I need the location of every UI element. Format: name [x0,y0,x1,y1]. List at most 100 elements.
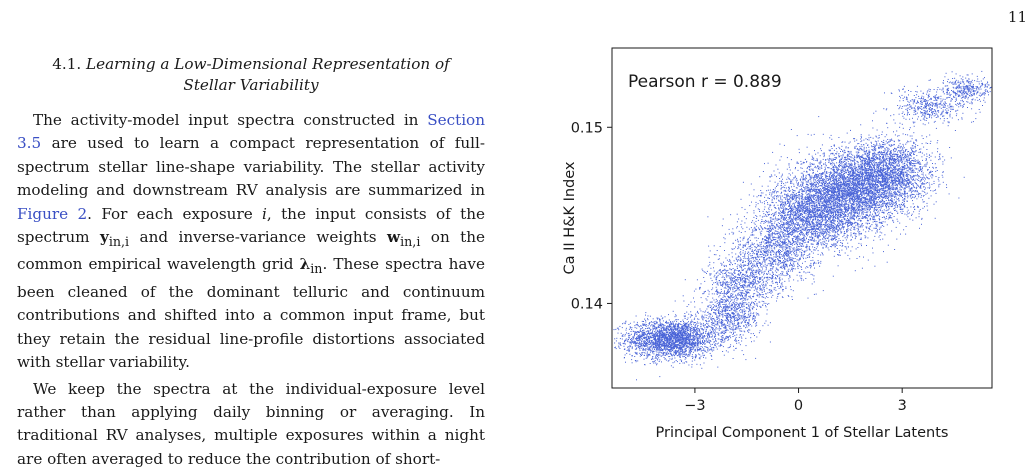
scatter-point [756,322,758,324]
scatter-point [733,329,735,331]
scatter-point [664,337,666,339]
scatter-point [727,319,729,321]
scatter-point [696,333,698,335]
scatter-point [793,251,795,252]
scatter-point [729,289,731,291]
scatter-point [783,255,785,256]
scatter-point [799,246,801,248]
scatter-point [761,230,763,232]
scatter-point [729,281,731,283]
scatter-point [723,306,725,308]
scatter-point [668,331,670,333]
scatter-point [670,354,672,355]
scatter-point [654,338,656,340]
scatter-point [717,324,719,326]
scatter-point [708,245,710,247]
scatter-point [696,339,698,341]
scatter-point [739,240,741,242]
scatter-point [727,320,729,322]
scatter-point [738,325,740,327]
scatter-point [809,209,811,211]
scatter-point [733,313,735,315]
scatter-point [752,286,754,288]
scatter-point [714,335,716,337]
scatter-point [670,344,672,346]
scatter-point [712,318,714,320]
scatter-point [693,290,695,292]
scatter-point [766,273,768,275]
scatter-point [756,336,758,338]
scatter-point [729,296,731,298]
scatter-point [675,337,677,339]
scatter-point [736,280,738,282]
scatter-point [686,328,688,330]
scatter-point [754,229,756,230]
scatter-point [682,335,684,337]
scatter-point [675,329,677,331]
scatter-point [744,312,746,314]
scatter-point [702,270,704,272]
scatter-point [618,346,620,348]
scatter-point [736,289,738,291]
scatter-point [721,337,723,339]
scatter-point [678,325,679,327]
scatter-point [721,339,723,341]
scatter-point [685,324,687,326]
scatter-point [714,305,715,307]
scatter-point [690,314,692,316]
scatter-point [659,321,661,323]
scatter-point [722,299,724,301]
scatter-point [645,339,647,341]
scatter-point [630,345,632,347]
scatter-point [782,265,784,267]
scatter-point [673,346,675,348]
scatter-point [722,324,724,326]
scatter-point [644,341,646,343]
scatter-point [742,316,744,318]
scatter-point [669,332,671,334]
scatter-point [633,341,635,343]
scatter-point [624,348,626,350]
scatter-point [644,323,646,325]
scatter-point [714,301,716,303]
scatter-point [742,299,744,301]
scatter-point [633,335,635,337]
scatter-point [679,351,681,353]
scatter-point [662,320,664,322]
scatter-point [665,322,666,324]
scatter-point [674,345,676,347]
scatter-point [668,340,670,342]
scatter-point [743,265,745,267]
scatter-point [673,326,675,328]
scatter-point [630,333,632,335]
scatter-point [756,283,758,285]
scatter-point [727,347,729,349]
scatter-point [648,342,649,344]
scatter-point [703,336,705,338]
scatter-point [722,300,724,302]
scatter-point [728,312,730,314]
scatter-point [657,318,659,320]
scatter-point [713,276,715,278]
scatter-point [742,334,744,336]
scatter-point [721,324,723,326]
scatter-point [637,325,639,327]
scatter-point [729,306,731,308]
scatter-point [696,321,698,323]
scatter-point [720,343,722,345]
scatter-point [657,343,659,345]
scatter-point [715,306,717,308]
figure-link[interactable]: Figure 2 [17,204,88,223]
scatter-point [779,246,781,248]
scatter-point [766,282,768,284]
scatter-point [742,295,744,297]
section-link[interactable]: Section 3.5 [17,111,485,153]
scatter-point [647,342,648,344]
scatter-point [740,278,741,280]
scatter-point [682,327,684,328]
scatter-point [652,341,654,343]
scatter-point [643,358,645,360]
scatter-point [675,344,677,346]
scatter-point [713,331,714,333]
scatter-point [699,334,700,336]
